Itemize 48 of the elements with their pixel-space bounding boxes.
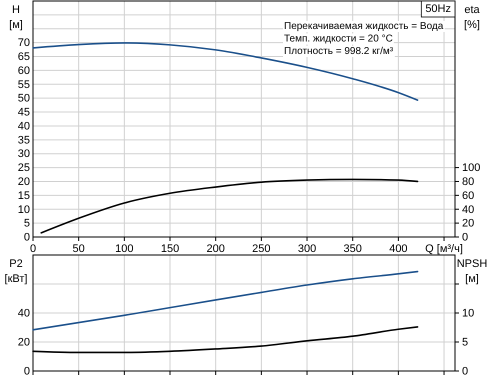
y-tick-label: 25: [18, 162, 30, 174]
y2-tick-label: 40: [462, 204, 474, 216]
y2-tick-label: 100: [462, 162, 480, 174]
annotation: Плотность = 998.2 кг/м³: [284, 46, 394, 57]
x-tick-label: 300: [298, 242, 316, 255]
y2-tick-label: 5: [462, 336, 468, 349]
x-tick-label: 350: [344, 242, 362, 255]
y-tick-label: 35: [18, 134, 30, 146]
x-tick-label: 200: [206, 242, 225, 255]
annotation: Перекачиваемая жидкость = Вода: [284, 21, 444, 32]
x-tick-label: 100: [115, 242, 134, 255]
y2-tick-label: 10: [462, 308, 474, 320]
y-axis-title: H [м]: [9, 4, 23, 31]
y2-axis-title: eta [%]: [464, 4, 481, 31]
y-tick-label: 0: [24, 232, 30, 244]
y-tick-label: 70: [18, 37, 30, 50]
y-tick-label: 40: [18, 308, 30, 320]
y2-axis-title: NPSH [м]: [456, 258, 488, 285]
chart-title: 50Hz: [425, 3, 451, 15]
x-axis-title: Q [м³/ч]: [425, 243, 463, 255]
x-tick-label: 250: [252, 242, 271, 255]
y-tick-label: 20: [18, 176, 30, 188]
x-tick-label: 150: [160, 242, 180, 255]
line-series: [32, 42, 418, 101]
y-tick-label: 0: [24, 366, 30, 378]
y-tick-label: 60: [18, 64, 30, 77]
x-tick-label: 50: [72, 242, 85, 255]
line-series: [40, 178, 418, 234]
y-axis-title: P2 [кВт]: [4, 258, 28, 285]
y-tick-label: 20: [18, 336, 30, 349]
y-tick-label: 45: [18, 106, 30, 119]
annotation: Темп. жидкости = 20 °C: [284, 34, 393, 44]
y-tick-label: 10: [18, 204, 30, 216]
y-tick-label: 15: [18, 190, 30, 202]
y2-tick-label: 0: [462, 232, 468, 244]
line-series: [32, 270, 418, 331]
y-tick-label: 40: [18, 120, 30, 132]
y-tick-label: 50: [18, 92, 30, 105]
y2-tick-label: 80: [462, 176, 474, 188]
y-tick-label: 55: [18, 78, 30, 91]
y-tick-label: 30: [18, 148, 30, 160]
y2-tick-label: 0: [462, 366, 468, 378]
y-tick-label: 5: [24, 218, 30, 230]
y-tick-label: 65: [18, 51, 30, 64]
y2-tick-label: 60: [462, 190, 474, 202]
line-series: [32, 326, 418, 354]
x-tick-label: 400: [389, 242, 408, 255]
y2-tick-label: 20: [462, 218, 474, 230]
